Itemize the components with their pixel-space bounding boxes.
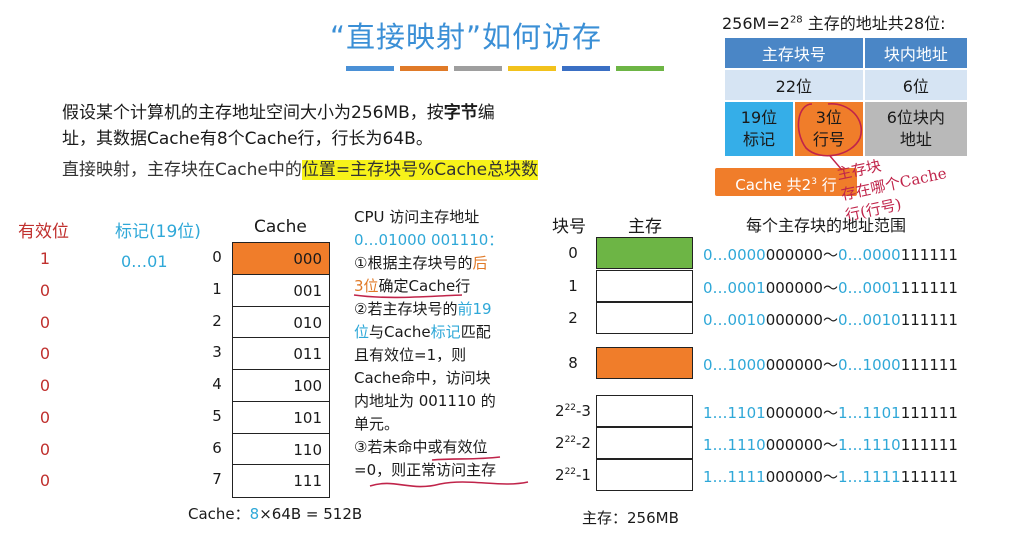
cache-row-4: 100	[233, 370, 329, 402]
cache-line-count-badge: Cache 共23 行	[715, 168, 857, 196]
title-bar-0	[346, 66, 394, 71]
memory-block-2	[596, 302, 693, 334]
valid-bit-row-4: 0	[39, 376, 51, 395]
cache-row-index-4: 4	[212, 375, 222, 393]
memory-block-range-0: 0…0000000000～0…0000111111	[703, 246, 958, 264]
memory-block-number-1: 1	[568, 277, 578, 295]
memory-block-6	[596, 459, 693, 491]
valid-bit-row-3: 0	[39, 344, 51, 364]
tag-value-row-0: 0…01	[121, 252, 168, 271]
cache-row-1: 001	[233, 275, 329, 307]
address-format-table: 主存块号 块内地址 22位 6位 19位 标记 3位 行号 6位块内 地址	[723, 36, 970, 158]
field-tag: 19位 标记	[723, 100, 795, 158]
title-bar-5	[616, 66, 664, 71]
memory-block-number-4: 222-3	[555, 402, 591, 420]
cache-row-3: 011	[233, 338, 329, 370]
memory-block-1	[596, 270, 693, 302]
step-text: CPU 访问主存地址 0…01000 001110： ①根据主存块号的后 3位确…	[354, 208, 504, 479]
memory-block-3	[596, 347, 693, 379]
memory-block-number-0: 0	[568, 244, 578, 262]
cache-row-index-1: 1	[212, 279, 222, 298]
intro-line-1: 假设某个计算机的主存地址空间大小为256MB，按字节编	[62, 103, 495, 123]
intro-line-3: 直接映射，主存块在Cache中的位置=主存块号%Cache总块数	[62, 160, 539, 180]
valid-bit-row-6: 0	[39, 439, 51, 459]
title-bar-3	[508, 66, 556, 71]
block-number-header: 块号	[552, 217, 586, 237]
valid-bit-row-7: 0	[39, 471, 51, 491]
cache-row-index-2: 2	[212, 311, 222, 330]
highlight-formula: 位置=主存块号%Cache总块数	[301, 160, 539, 180]
cache-row-index-6: 6	[212, 438, 222, 457]
memory-block-4	[596, 395, 693, 427]
memory-block-range-5: 1…1110000000～1…1110111111	[703, 436, 958, 454]
valid-bit-row-0: 1	[39, 249, 51, 268]
field-offset: 6位块内 地址	[862, 100, 970, 158]
title-bar-2	[454, 66, 502, 71]
cache-box: 000 001 010 011 100 101 110 111	[232, 242, 330, 498]
memory-block-number-6: 222-1	[555, 466, 591, 484]
memory-block-range-6: 1…1111000000～1…1111111111	[703, 468, 958, 486]
valid-bit-row-2: 0	[39, 312, 51, 332]
cache-header: Cache	[254, 217, 307, 237]
valid-bit-row-1: 0	[39, 280, 51, 300]
memory-block-number-3: 8	[568, 354, 578, 372]
memory-block-range-3: 0…1000000000～0…1000111111	[703, 356, 958, 374]
cache-row-index-3: 3	[212, 343, 222, 362]
memory-block-range-4: 1…1101000000～1…1101111111	[703, 404, 958, 422]
intro-line-2: 址，其数据Cache有8个Cache行，行长为64B。	[62, 129, 433, 149]
page-title: “直接映射”如何访存	[330, 20, 603, 54]
valid-bit-header: 有效位	[18, 222, 69, 242]
memory-block-range-1: 0…0001000000～0…0001111111	[703, 279, 958, 297]
cache-row-index-7: 7	[212, 470, 222, 489]
memory-block-number-2: 2	[568, 309, 578, 327]
memory-block-5	[596, 427, 693, 459]
address-width-title: 256M=228 主存的地址共28位:	[722, 14, 946, 33]
title-underline-bars	[346, 66, 664, 71]
address-range-header: 每个主存块的地址范围	[746, 216, 907, 235]
cache-row-0: 000	[233, 243, 329, 275]
memory-block-0	[596, 237, 693, 269]
bits-block-offset: 6位	[862, 68, 970, 102]
cache-size-caption: Cache：8×64B = 512B	[188, 505, 363, 523]
cache-row-7: 111	[293, 472, 322, 491]
memory-size-caption: 主存：256MB	[582, 509, 679, 527]
memory-block-number-5: 222-2	[555, 434, 591, 452]
title-bar-4	[562, 66, 610, 71]
header-block-number: 主存块号	[723, 36, 865, 70]
tag-header: 标记(19位)	[115, 222, 201, 242]
cache-row-2: 010	[233, 307, 329, 339]
bits-block-number: 22位	[723, 68, 865, 102]
memory-header: 主存	[628, 217, 662, 237]
cache-row-6: 110	[233, 434, 329, 466]
field-line-number: 3位 行号	[792, 100, 865, 158]
header-block-offset: 块内地址	[862, 36, 970, 70]
cache-row-5: 101	[233, 402, 329, 434]
memory-block-range-2: 0…0010000000～0…0010111111	[703, 311, 958, 329]
cache-row-index-5: 5	[212, 406, 222, 425]
cache-row-index-0: 0	[212, 248, 222, 266]
title-bar-1	[400, 66, 448, 71]
valid-bit-row-5: 0	[39, 407, 51, 427]
